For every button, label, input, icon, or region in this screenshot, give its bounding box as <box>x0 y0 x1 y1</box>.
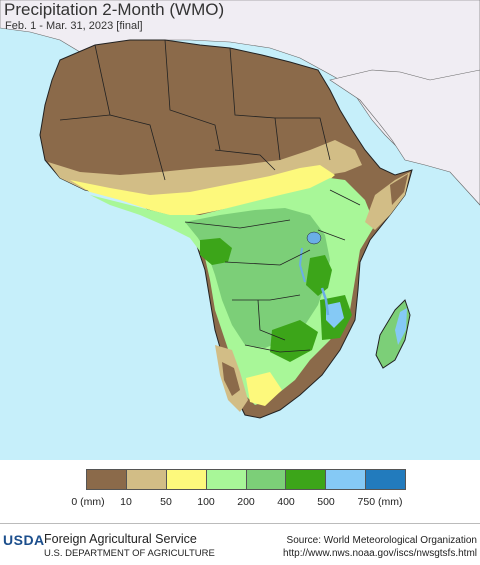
legend-labels: 0 (mm) 10 50 100 200 400 500 750 (mm) <box>0 496 480 510</box>
legend-label: 400 <box>277 496 295 508</box>
lake-tanganyika <box>298 247 306 283</box>
data-source: Source: World Meteorological Organizatio… <box>286 535 477 546</box>
legend-label: 50 <box>160 496 172 508</box>
legend-label: 500 <box>317 496 335 508</box>
precipitation-map <box>0 0 480 460</box>
legend-label: 200 <box>237 496 255 508</box>
wet-patch-east <box>306 255 332 296</box>
middle-east-land <box>329 69 480 206</box>
madagascar-wet <box>395 308 407 345</box>
south-yellow <box>246 372 282 406</box>
legend-swatch <box>286 470 327 489</box>
wet-patch-congo <box>200 238 232 265</box>
legend-swatch <box>166 470 207 489</box>
legend-swatch <box>326 470 367 489</box>
legend-label: 10 <box>120 496 132 508</box>
department-name: U.S. DEPARTMENT OF AGRICULTURE <box>44 548 215 559</box>
legend-swatch <box>366 470 405 489</box>
lake-malawi <box>320 287 330 316</box>
legend-color-bar <box>86 469 406 490</box>
legend-swatch <box>246 470 287 489</box>
legend-swatch <box>87 470 127 489</box>
south-dry-brown <box>222 362 240 396</box>
sahel-band-yellow <box>70 165 335 218</box>
legend-label: 750 (mm) <box>357 496 403 508</box>
map-title: Precipitation 2-Month (WMO) <box>4 0 225 19</box>
country-borders <box>59 39 361 353</box>
legend-label: 100 <box>197 496 215 508</box>
horn-brown <box>390 174 408 205</box>
lake-victoria <box>306 231 322 245</box>
source-url[interactable]: http://www.nws.noaa.gov/iscs/nwsgtsfs.ht… <box>283 548 477 559</box>
usda-logo: USDA <box>3 532 45 548</box>
footer-divider <box>0 523 480 524</box>
sahel-band-tan <box>48 140 362 205</box>
very-wet-patch <box>326 302 344 328</box>
agency-name: Foreign Agricultural Service <box>44 532 197 546</box>
legend-swatch <box>206 470 247 489</box>
map-date-range: Feb. 1 - Mar. 31, 2023 [final] <box>5 20 143 32</box>
legend-label: 0 (mm) <box>71 496 105 508</box>
legend-swatch <box>126 470 167 489</box>
